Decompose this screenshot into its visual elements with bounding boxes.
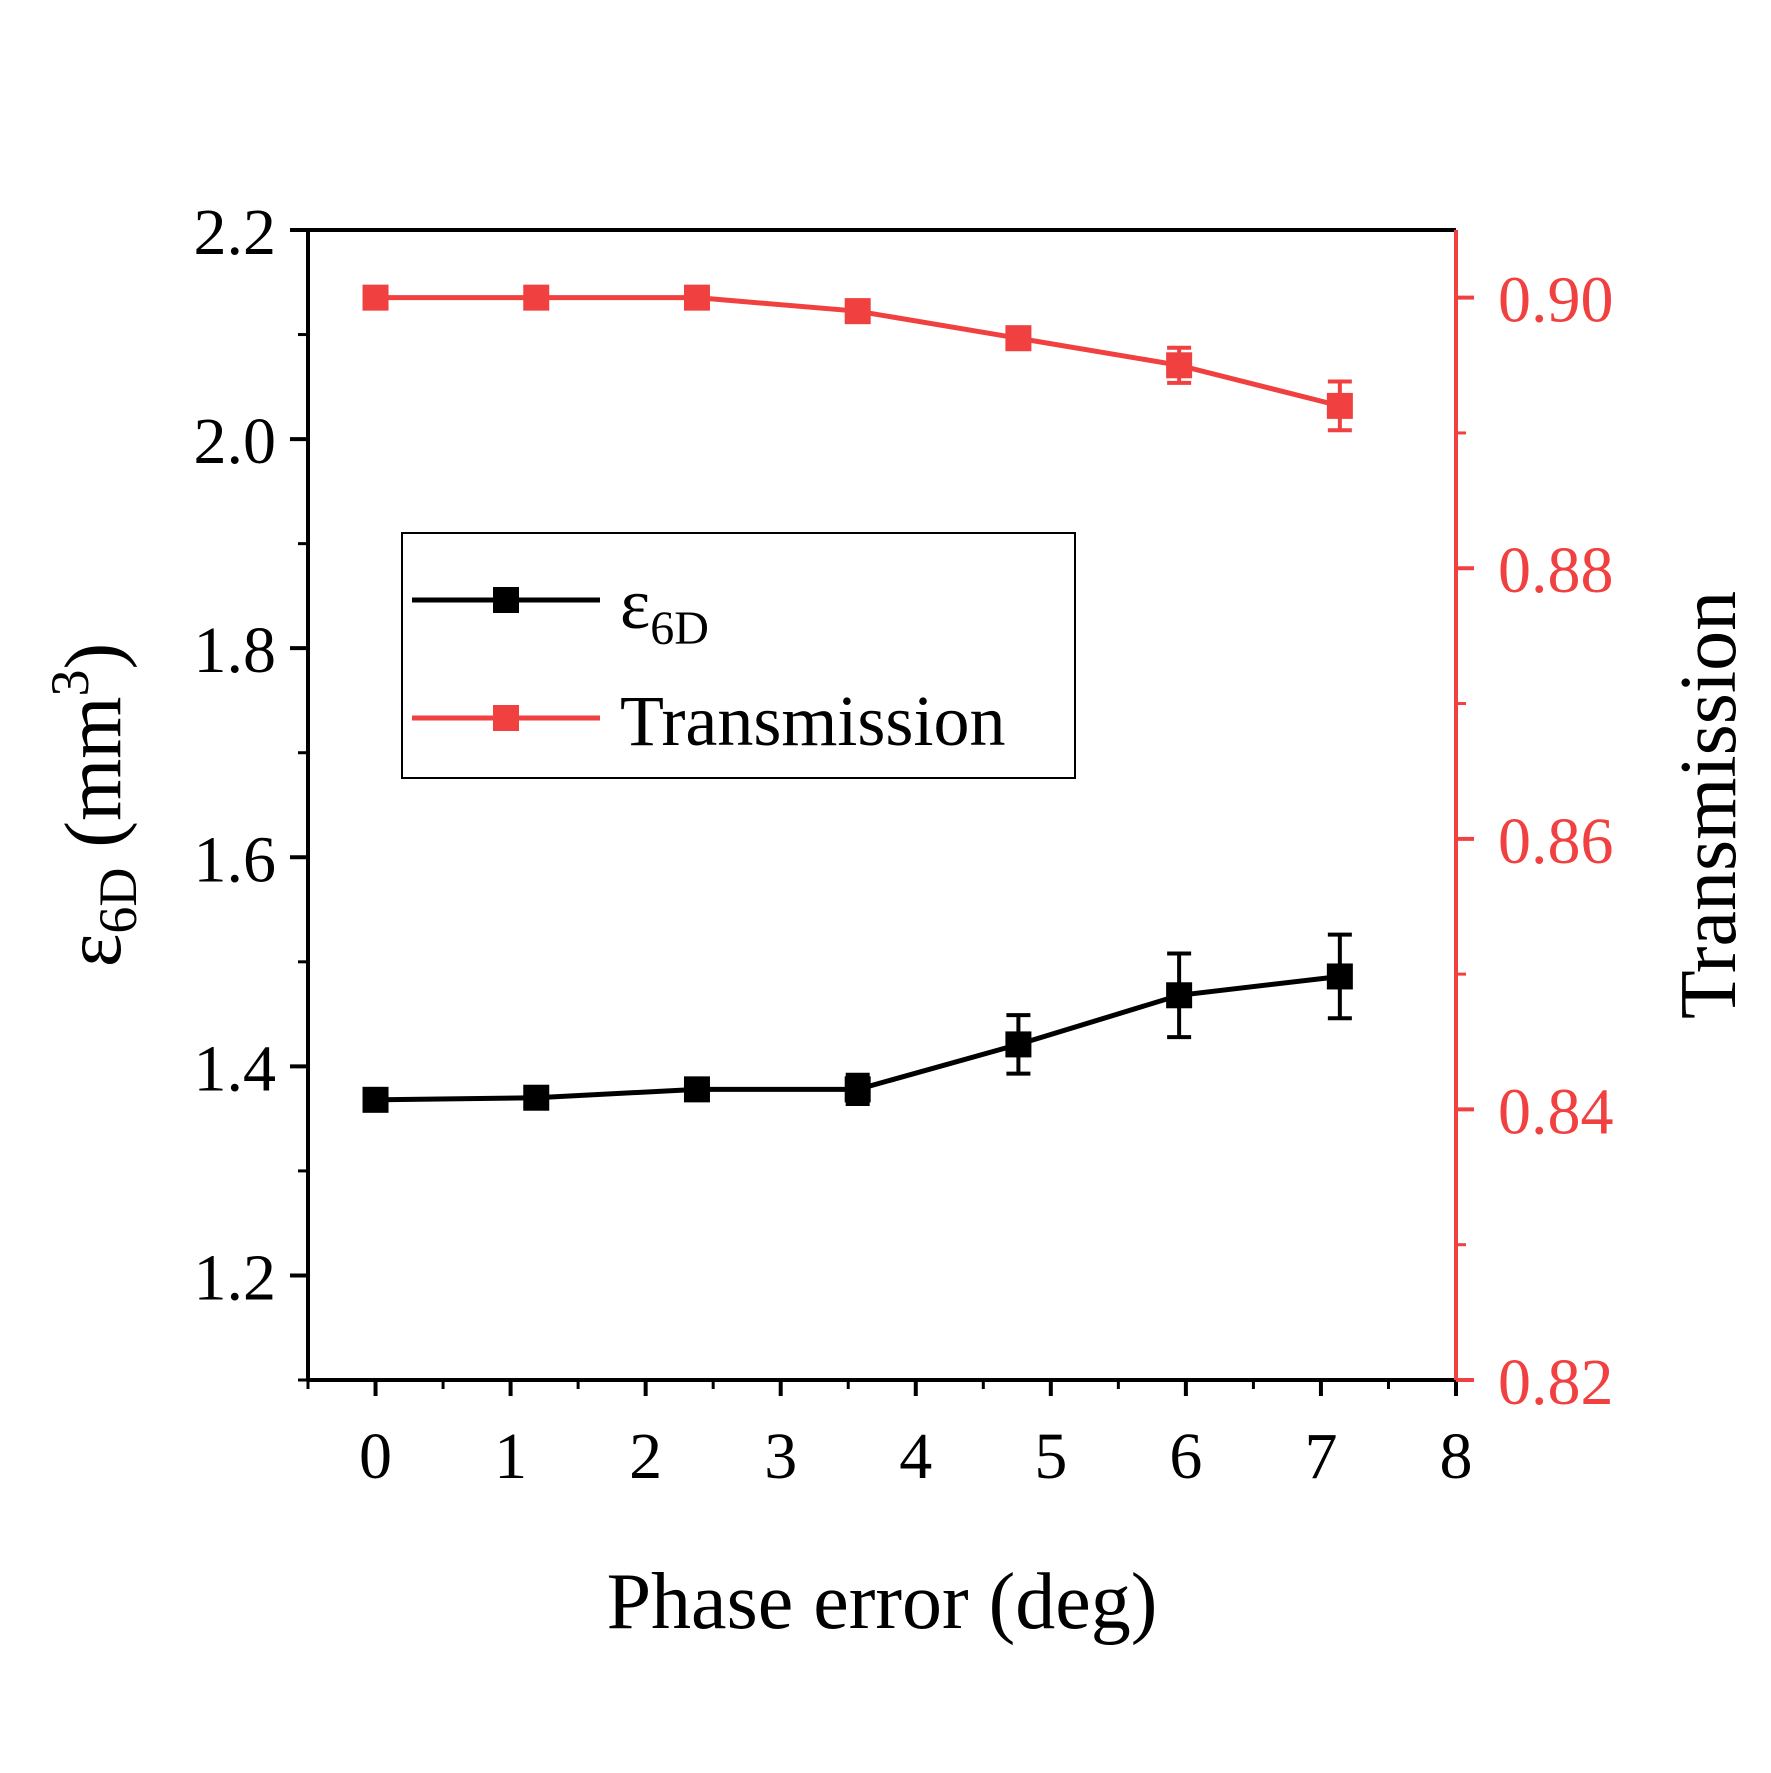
legend-label-e6d-symbol: ε xyxy=(620,564,650,644)
e6d-point xyxy=(683,1076,710,1103)
x-tick-label: 0 xyxy=(359,1420,392,1493)
left-tick-label: 1.2 xyxy=(194,1241,277,1314)
right-tick-label: 0.82 xyxy=(1498,1346,1614,1419)
left-axis-title-close: ) xyxy=(50,643,138,670)
series-layer xyxy=(362,284,1353,1113)
right-tick-label: 0.86 xyxy=(1498,805,1614,878)
x-tick-label: 4 xyxy=(899,1420,932,1493)
right-tick-label: 0.84 xyxy=(1498,1075,1614,1148)
transmission-point xyxy=(683,284,710,311)
x-tick-label: 8 xyxy=(1440,1420,1473,1493)
transmission-point xyxy=(362,284,389,311)
x-tick-label: 3 xyxy=(764,1420,797,1493)
transmission-point xyxy=(844,298,871,325)
left-axis-title: ε6D (mm3) xyxy=(40,643,148,967)
right-axis-title: Transmission xyxy=(1665,591,1753,1019)
left-tick-label: 1.8 xyxy=(194,614,277,687)
e6d-point xyxy=(1166,982,1193,1009)
x-tick-label: 2 xyxy=(629,1420,662,1493)
e6d-point xyxy=(1326,963,1353,990)
transmission-point xyxy=(1166,352,1193,379)
left-tick-label: 2.0 xyxy=(194,405,277,478)
e6d-point xyxy=(1005,1031,1032,1058)
legend-label-e6d: ε6D xyxy=(620,564,709,655)
x-tick-label: 7 xyxy=(1304,1420,1337,1493)
e6d-point xyxy=(523,1084,550,1111)
transmission-point xyxy=(1005,325,1032,352)
x-tick-label: 1 xyxy=(494,1420,527,1493)
legend-marker-e6d xyxy=(493,587,519,613)
transmission-point xyxy=(523,284,550,311)
legend-label-e6d-sub: 6D xyxy=(650,602,709,655)
e6d-point xyxy=(362,1086,389,1113)
x-tick-label: 6 xyxy=(1169,1420,1202,1493)
legend-marker-transmission xyxy=(493,705,519,731)
right-tick-label: 0.88 xyxy=(1498,534,1614,607)
left-axis-title-symbol: ε xyxy=(50,934,138,968)
right-tick-label: 0.90 xyxy=(1498,264,1614,337)
x-axis-title: Phase error (deg) xyxy=(607,1558,1158,1646)
x-tick-label: 5 xyxy=(1034,1420,1067,1493)
left-tick-label: 1.4 xyxy=(194,1032,277,1105)
left-axis-title-sup: 3 xyxy=(40,669,100,696)
legend-label-transmission: Transmission xyxy=(620,681,1005,761)
ticks-layer: 0 1 2 3 4 5 6 7 8 1.2 1.4 1.6 1.8 2.0 2.2 0.82 0.84 0.86 0… xyxy=(194,196,1614,1493)
legend: ε6D Transmission xyxy=(401,532,1076,779)
e6d-point xyxy=(844,1076,871,1103)
legend-box xyxy=(401,532,1076,779)
left-tick-label: 1.6 xyxy=(194,823,277,896)
transmission-point xyxy=(1326,392,1353,419)
left-axis-title-sub: 6D xyxy=(88,868,148,934)
left-axis-title-unit: (mm xyxy=(50,696,138,867)
left-tick-label: 2.2 xyxy=(194,196,277,269)
